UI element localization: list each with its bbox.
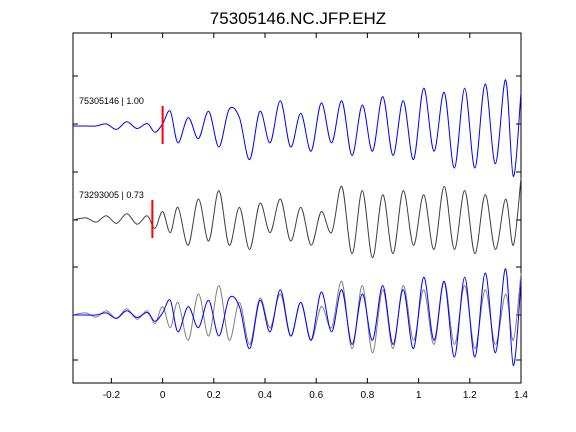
- x-tick-label: 1.2: [463, 390, 477, 401]
- x-tick-label: 1.4: [514, 390, 528, 401]
- x-tick-label: 0.8: [360, 390, 374, 401]
- axis-ticks: -0.2 0 0.2 0.4 0.6 0.8 1 1.2 1.4: [73, 33, 528, 401]
- plot-frame: [72, 32, 522, 384]
- trace-label-1: 75305146 | 1.00: [79, 96, 144, 106]
- x-tick-label: 0: [160, 390, 166, 401]
- trace-labels: 75305146 | 1.00 73293005 | 0.73: [79, 96, 144, 200]
- x-tick-label: 0.2: [207, 390, 221, 401]
- traces-group: [72, 79, 522, 366]
- waveform-trace-1: [73, 79, 522, 177]
- chart-title: 75305146.NC.JFP.EHZ: [210, 9, 386, 28]
- x-tick-label: -0.2: [103, 390, 121, 401]
- x-tick-label: 0.4: [258, 390, 272, 401]
- overlay-master-trace: [73, 268, 522, 366]
- x-tick-label: 1: [416, 390, 422, 401]
- x-tick-label: 0.6: [309, 390, 323, 401]
- trace-label-2: 73293005 | 0.73: [79, 190, 144, 200]
